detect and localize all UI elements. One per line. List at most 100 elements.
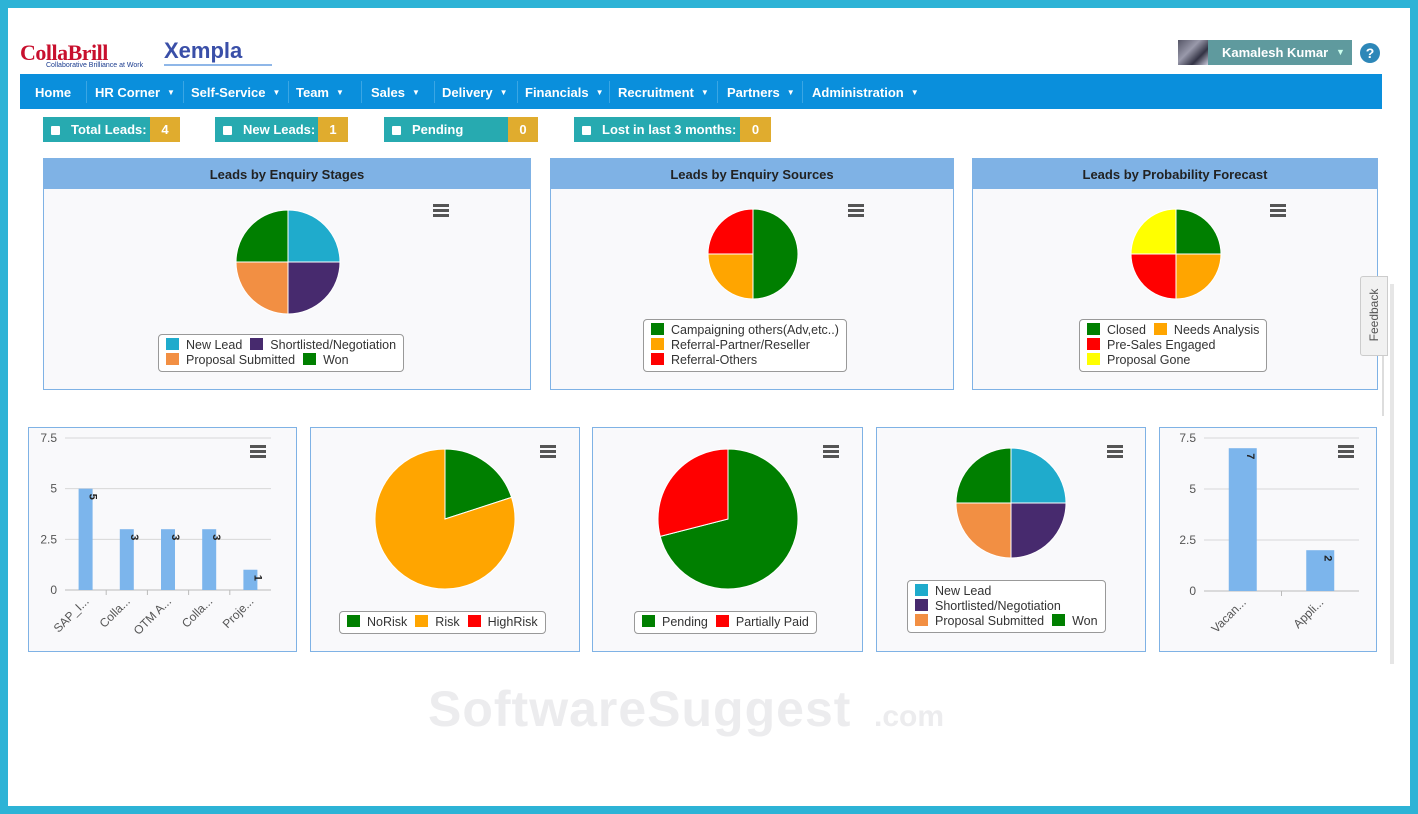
pie-slice-risk[interactable] <box>374 448 516 590</box>
briefcase-icon <box>392 126 401 135</box>
pie-slice-partially-paid[interactable] <box>657 448 729 538</box>
legend-item[interactable]: Referral-Partner/Reseller <box>651 338 810 352</box>
hamburger-menu-icon[interactable] <box>1338 445 1354 458</box>
nav-label: Financials <box>525 85 589 100</box>
nav-item-delivery[interactable]: Delivery ▼ <box>442 74 508 109</box>
legend-swatch <box>915 614 928 626</box>
pie-slice-new-lead[interactable] <box>287 209 341 263</box>
caret-down-icon: ▼ <box>910 88 919 97</box>
y-tick-label: 0 <box>1189 584 1196 598</box>
pie-slice-pre-sales-engaged[interactable] <box>1130 253 1177 300</box>
nav-item-hr-corner[interactable]: HR Corner ▼ <box>95 74 175 109</box>
nav-separator <box>802 81 803 103</box>
legend-item[interactable]: Partially Paid <box>715 615 809 629</box>
legend-label: New Lead <box>935 584 992 598</box>
kpi-value: 0 <box>740 117 771 142</box>
legend-item[interactable]: Shortlisted/Negotiation <box>250 338 396 352</box>
legend-item[interactable]: Proposal Submitted <box>915 614 1044 628</box>
help-icon[interactable]: ? <box>1360 43 1380 63</box>
caret-down-icon: ▼ <box>272 88 281 97</box>
nav-label: Administration <box>812 85 904 100</box>
legend-item[interactable]: Risk <box>415 615 460 629</box>
bar[interactable] <box>243 569 258 590</box>
pie-slice-won[interactable] <box>955 447 1012 504</box>
pie-slice-closed[interactable] <box>1175 208 1222 255</box>
legend-item[interactable]: Shortlisted/Negotiation <box>915 599 1061 613</box>
hamburger-menu-icon[interactable] <box>540 445 556 458</box>
legend-item[interactable]: Campaigning others(Adv,etc..) <box>651 323 839 337</box>
nav-item-financials[interactable]: Financials ▼ <box>525 74 604 109</box>
nav-item-administration[interactable]: Administration ▼ <box>812 74 919 109</box>
legend-item[interactable]: Won <box>303 353 349 367</box>
legend-label: Closed <box>1107 323 1146 337</box>
main-nav: Home HR Corner ▼ Self-Service ▼ Team ▼ Sales ▼ De… <box>20 74 1382 109</box>
feedback-tab[interactable]: Feedback <box>1360 276 1388 356</box>
scrollbar[interactable] <box>1390 284 1394 664</box>
hamburger-menu-icon[interactable] <box>1270 204 1286 217</box>
hamburger-menu-icon[interactable] <box>848 204 864 217</box>
bar-chart: 0 2.5 5 7.5 5 SAP_I... 3 Colla... 3 OTM A... 3 Coll… <box>40 431 271 638</box>
legend-label: Shortlisted/Negotiation <box>270 338 397 352</box>
user-menu[interactable]: Kamalesh Kumar ▼ <box>1178 40 1352 65</box>
nav-item-recruitment[interactable]: Recruitment ▼ <box>618 74 709 109</box>
bar[interactable] <box>1306 550 1335 591</box>
hamburger-menu-icon[interactable] <box>433 204 449 217</box>
xempla-logo-underline <box>164 64 272 66</box>
legend-item[interactable]: Pre-Sales Engaged <box>1087 338 1215 352</box>
legend-item[interactable]: Won <box>1052 614 1098 628</box>
nav-label: HR Corner <box>95 85 161 100</box>
pie-slice-campaigning-others-adv-etc-[interactable] <box>752 208 799 300</box>
pie-slice-referral-others[interactable] <box>707 208 754 255</box>
legend-item[interactable]: HighRisk <box>467 615 538 629</box>
legend-item[interactable]: New Lead <box>915 584 991 598</box>
legend-item[interactable]: Closed <box>1087 323 1146 337</box>
hamburger-menu-icon[interactable] <box>250 445 266 458</box>
chart-panel-bar-1: 0 2.5 5 7.5 5 SAP_I... 3 Colla... 3 OTM A... 3 Coll… <box>28 427 297 652</box>
legend-row: Proposal Submitted Won <box>915 614 1098 629</box>
legend-item[interactable]: Proposal Submitted <box>166 353 295 367</box>
legend-item[interactable]: Pending <box>642 615 708 629</box>
nav-item-sales[interactable]: Sales ▼ <box>371 74 420 109</box>
pie-chart <box>374 448 516 590</box>
legend-row: New Lead Shortlisted/Negotiation <box>166 338 396 353</box>
nav-separator <box>609 81 610 103</box>
y-tick-label: 5 <box>1189 482 1196 496</box>
nav-item-partners[interactable]: Partners ▼ <box>727 74 795 109</box>
pie-slice-shortlisted-negotiation[interactable] <box>1010 502 1067 559</box>
legend-item[interactable]: NoRisk <box>347 615 407 629</box>
xempla-logo[interactable]: Xempla <box>164 38 243 63</box>
nav-item-self-service[interactable]: Self-Service ▼ <box>191 74 280 109</box>
legend-item[interactable]: Referral-Others <box>651 353 757 367</box>
nav-item-team[interactable]: Team ▼ <box>296 74 344 109</box>
collabrill-logo[interactable]: CollaBrill <box>20 40 108 65</box>
nav-label: Home <box>35 85 72 100</box>
pie-slice-needs-analysis[interactable] <box>1175 253 1222 300</box>
legend-item[interactable]: New Lead <box>166 338 242 352</box>
bar[interactable] <box>202 529 217 590</box>
legend-item[interactable]: Needs Analysis <box>1153 323 1259 337</box>
nav-item-home[interactable]: Home <box>35 74 71 109</box>
pie-slice-proposal-gone[interactable] <box>1130 208 1177 255</box>
pie-slice-norisk[interactable] <box>444 448 513 520</box>
pie-slice-new-lead[interactable] <box>1010 447 1067 504</box>
pie-slice-proposal-submitted[interactable] <box>955 502 1012 559</box>
nav-separator <box>86 81 87 103</box>
bar[interactable] <box>161 529 175 590</box>
bar[interactable] <box>1228 448 1257 591</box>
bar[interactable] <box>78 488 93 590</box>
caret-down-icon: ▼ <box>336 88 344 97</box>
pie-slice-referral-partner-reseller[interactable] <box>707 253 754 300</box>
kpi-value: 1 <box>318 117 348 142</box>
legend-item[interactable]: Proposal Gone <box>1087 353 1190 367</box>
legend-swatch <box>651 353 664 365</box>
hamburger-menu-icon[interactable] <box>1107 445 1123 458</box>
legend-label: Risk <box>435 615 460 629</box>
pie-slice-won[interactable] <box>235 209 289 263</box>
legend-row: NoRisk Risk HighRisk <box>347 615 538 630</box>
pie-slice-pending[interactable] <box>659 448 799 590</box>
pie-slice-proposal-submitted[interactable] <box>235 261 289 315</box>
hamburger-menu-icon[interactable] <box>823 445 839 458</box>
pie-slice-shortlisted-negotiation[interactable] <box>287 261 341 315</box>
bar[interactable] <box>119 529 134 590</box>
chart-legend: Campaigning others(Adv,etc..) Referral-Pa… <box>643 319 847 372</box>
